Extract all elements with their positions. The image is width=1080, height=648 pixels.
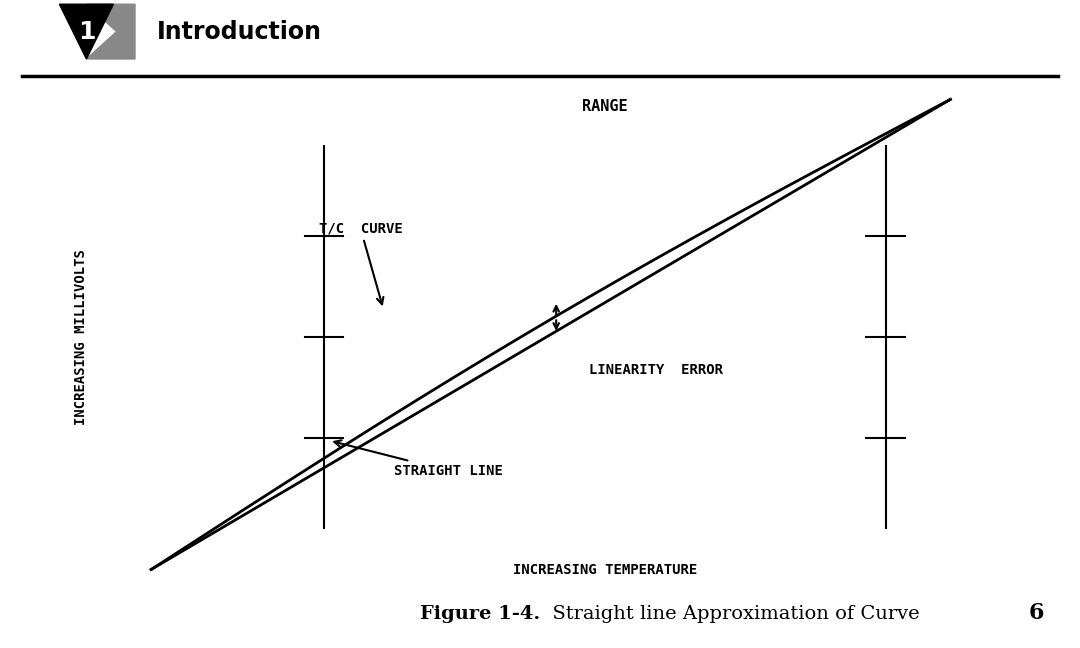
Polygon shape: [86, 5, 135, 59]
Text: LINEARITY  ERROR: LINEARITY ERROR: [589, 363, 723, 377]
Text: Straight line Approximation of Curve: Straight line Approximation of Curve: [540, 605, 920, 623]
Text: INCREASING MILLIVOLTS: INCREASING MILLIVOLTS: [75, 249, 87, 425]
Text: INCREASING TEMPERATURE: INCREASING TEMPERATURE: [513, 564, 697, 577]
Text: 6: 6: [1029, 602, 1044, 624]
Text: Figure 1-4.: Figure 1-4.: [420, 605, 540, 623]
Polygon shape: [59, 5, 113, 59]
Text: 1: 1: [78, 19, 95, 43]
Text: T/C  CURVE: T/C CURVE: [319, 221, 403, 305]
Text: RANGE: RANGE: [582, 100, 627, 115]
Text: STRAIGHT LINE: STRAIGHT LINE: [335, 440, 503, 478]
Text: Introduction: Introduction: [157, 19, 322, 43]
